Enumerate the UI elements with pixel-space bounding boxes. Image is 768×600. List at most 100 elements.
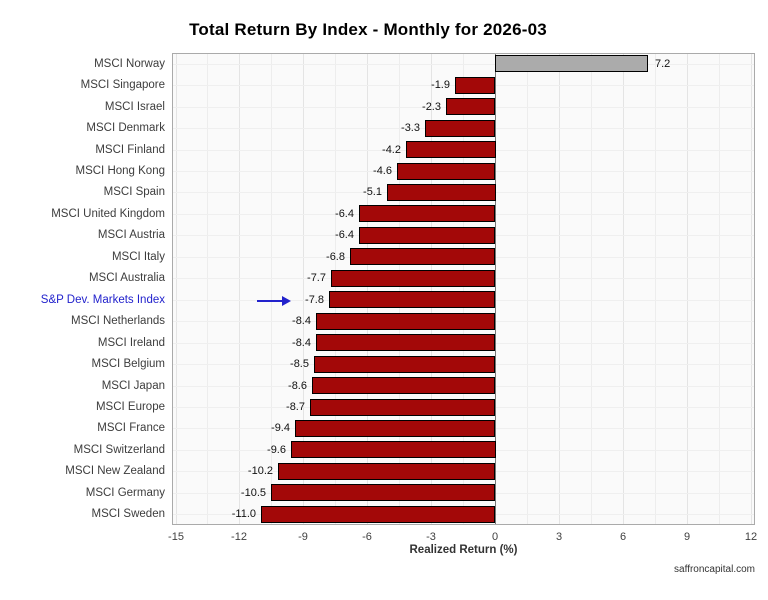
grid-line-major	[559, 54, 560, 524]
bar-value-label: -6.4	[335, 208, 354, 220]
chart-title: Total Return By Index - Monthly for 2026…	[189, 20, 547, 39]
category-label: MSCI Germany	[85, 487, 165, 499]
bar	[312, 377, 495, 394]
category-label: MSCI Hong Kong	[75, 165, 166, 177]
x-tick-label: -12	[231, 531, 247, 543]
bar-value-label: -8.7	[286, 401, 305, 413]
bar-value-label: -2.3	[422, 101, 441, 113]
bar-value-label: -9.4	[271, 422, 290, 434]
bar	[455, 77, 495, 94]
grid-line-horizontal	[173, 64, 754, 65]
bar	[271, 484, 495, 501]
bar	[329, 291, 495, 308]
grid-line-major	[303, 54, 304, 524]
bar-value-label: -6.8	[326, 251, 345, 263]
bar	[316, 313, 495, 330]
bar	[316, 334, 495, 351]
bar-value-label: -10.5	[240, 487, 266, 499]
x-tick-label: 3	[555, 531, 563, 543]
category-label: MSCI Sweden	[91, 508, 165, 520]
category-label: S&P Dev. Markets Index	[40, 294, 165, 306]
bar	[310, 399, 495, 416]
bar	[397, 163, 495, 180]
x-tick-label: -9	[298, 531, 308, 543]
bar-value-label: -3.3	[401, 122, 420, 134]
grid-line-minor	[591, 54, 592, 524]
bar-value-label: 7.2	[655, 58, 671, 70]
bar	[261, 506, 495, 523]
category-label: MSCI New Zealand	[65, 465, 165, 477]
x-tick-label: 9	[683, 531, 691, 543]
x-axis-title: Realized Return (%)	[409, 544, 518, 556]
x-tick-label: -3	[426, 531, 436, 543]
x-tick-label: 0	[491, 531, 499, 543]
category-label: MSCI Europe	[95, 401, 165, 413]
grid-line-major	[239, 54, 240, 524]
x-tick-label: 12	[744, 531, 758, 543]
bar	[331, 270, 495, 287]
bar	[278, 463, 495, 480]
bar-value-label: -5.1	[363, 186, 382, 198]
grid-line-minor	[463, 54, 464, 524]
category-label: MSCI Japan	[101, 380, 165, 392]
bar	[359, 205, 495, 222]
category-label: MSCI Australia	[88, 272, 165, 284]
bar-value-label: -8.6	[288, 380, 307, 392]
grid-line-minor	[335, 54, 336, 524]
category-label: MSCI Netherlands	[71, 315, 165, 327]
bar-value-label: -6.4	[335, 229, 354, 241]
category-label: MSCI France	[97, 422, 165, 434]
category-label: MSCI Switzerland	[73, 444, 165, 456]
highlight-arrow-icon	[257, 294, 291, 306]
grid-line-minor	[655, 54, 656, 524]
bar	[446, 98, 495, 115]
bar-value-label: -7.8	[305, 294, 324, 306]
bar-value-label: -4.2	[382, 144, 401, 156]
category-label: MSCI Italy	[111, 251, 165, 263]
category-label: MSCI Israel	[104, 101, 165, 113]
bar	[295, 420, 495, 437]
grid-line-major	[431, 54, 432, 524]
grid-line-minor	[527, 54, 528, 524]
x-tick-label: -6	[362, 531, 372, 543]
bar-value-label: -8.4	[292, 315, 311, 327]
bar	[291, 441, 496, 458]
category-label: MSCI Finland	[95, 144, 165, 156]
bar-value-label: -8.4	[292, 337, 311, 349]
grid-line-major	[751, 54, 752, 524]
bar	[387, 184, 496, 201]
grid-line-minor	[399, 54, 400, 524]
category-label: MSCI Norway	[94, 58, 165, 70]
x-tick-label: -15	[168, 531, 184, 543]
category-label: MSCI Belgium	[91, 358, 166, 370]
category-label: MSCI Ireland	[97, 337, 165, 349]
category-label: MSCI United Kingdom	[51, 208, 165, 220]
bar-value-label: -1.9	[431, 79, 450, 91]
grid-line-major	[176, 54, 177, 524]
bar-value-label: -10.2	[247, 465, 273, 477]
bar	[350, 248, 495, 265]
grid-line-major	[687, 54, 688, 524]
zero-axis-line	[495, 54, 496, 524]
bar-value-label: -8.5	[290, 358, 309, 370]
bar-value-label: -7.7	[307, 272, 326, 284]
category-label: MSCI Denmark	[86, 122, 165, 134]
category-label: MSCI Austria	[97, 229, 165, 241]
bar	[406, 141, 496, 158]
bar-value-label: -11.0	[231, 508, 256, 520]
grid-line-minor	[719, 54, 720, 524]
bar	[359, 227, 495, 244]
grid-line-minor	[271, 54, 272, 524]
bar-value-label: -9.6	[267, 444, 286, 456]
grid-line-major	[367, 54, 368, 524]
category-label: MSCI Spain	[103, 186, 165, 198]
bar	[314, 356, 495, 373]
bar-value-label: -4.6	[373, 165, 392, 177]
footer-watermark: saffroncapital.com	[674, 564, 755, 575]
bar	[425, 120, 495, 137]
x-tick-label: 6	[619, 531, 627, 543]
grid-line-major	[623, 54, 624, 524]
grid-line-minor	[207, 54, 208, 524]
